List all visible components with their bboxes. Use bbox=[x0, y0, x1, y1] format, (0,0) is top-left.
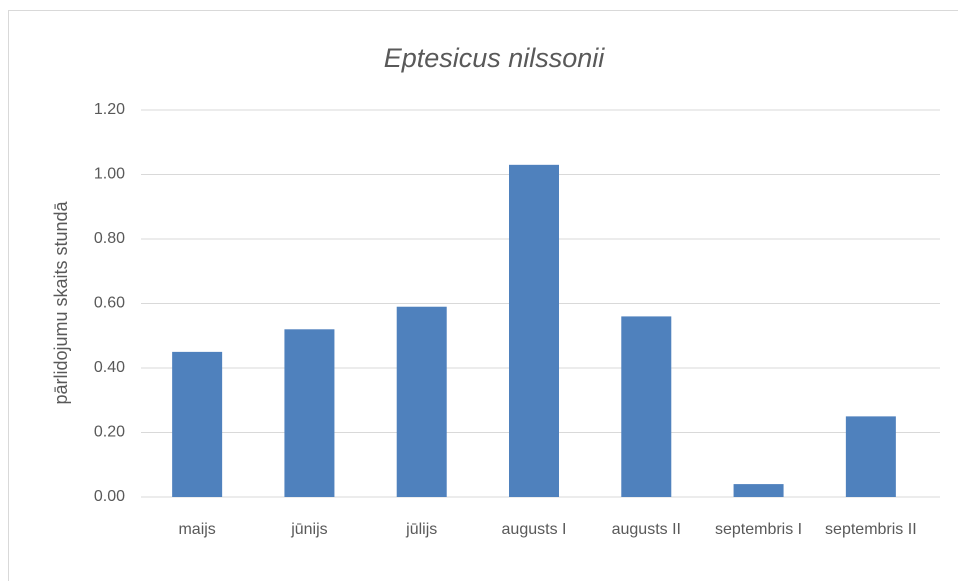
bar bbox=[509, 164, 559, 497]
bar bbox=[621, 316, 672, 497]
y-tick-label: 0.40 bbox=[94, 359, 125, 376]
x-tick-label: maijs bbox=[178, 521, 216, 538]
y-tick-label: 0.20 bbox=[94, 424, 125, 441]
x-tick-label: augusts II bbox=[611, 521, 681, 538]
x-tick-label: septembris II bbox=[825, 521, 917, 538]
x-tick-label: septembris I bbox=[714, 521, 803, 538]
y-tick-label: 1.20 bbox=[94, 101, 125, 118]
chart-border bbox=[8, 10, 958, 581]
y-tick-label: 0.80 bbox=[94, 230, 125, 247]
bar bbox=[733, 484, 784, 497]
bar bbox=[845, 416, 896, 497]
x-tick-label: jūnijs bbox=[291, 521, 328, 538]
bar bbox=[396, 306, 447, 497]
y-axis-label: pārlidojumu skaits stundā bbox=[51, 200, 71, 404]
bar bbox=[172, 351, 223, 497]
x-tick-label: jūlijs bbox=[406, 521, 438, 538]
y-tick-label: 1.00 bbox=[94, 166, 125, 183]
y-tick-label: 0.00 bbox=[94, 488, 125, 505]
bar bbox=[284, 329, 335, 497]
chart-title: Eptesicus nilssonii bbox=[384, 43, 606, 73]
x-tick-label: augusts I bbox=[501, 521, 567, 538]
y-tick-label: 0.60 bbox=[94, 295, 125, 312]
